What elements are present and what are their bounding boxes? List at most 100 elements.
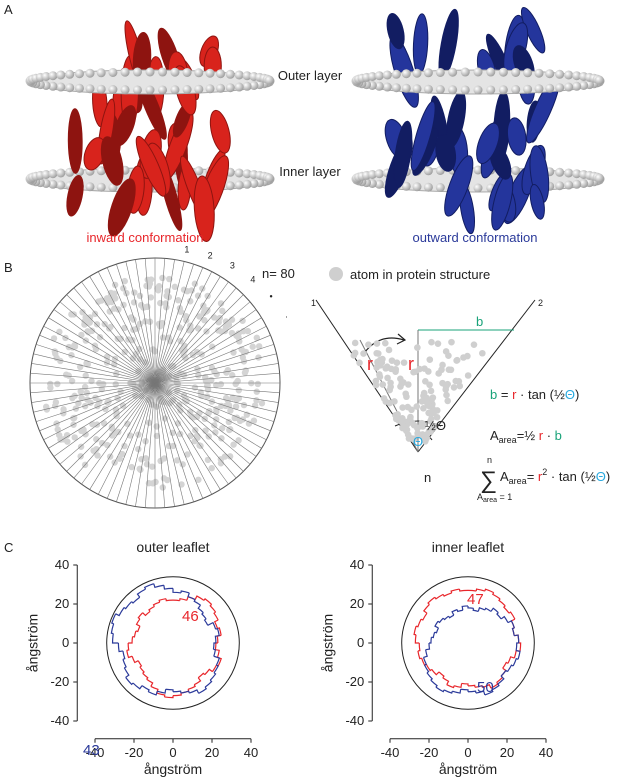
sector-step xyxy=(207,621,217,630)
sector-line xyxy=(144,382,156,508)
atom-dot xyxy=(96,398,103,405)
atom-dot xyxy=(81,402,89,410)
sector-line xyxy=(154,382,274,422)
sector-line xyxy=(154,294,244,384)
sector-line xyxy=(154,281,229,384)
atom-dot xyxy=(52,350,59,357)
atom-dot xyxy=(210,314,218,321)
lipid-bead xyxy=(205,68,215,78)
atom-dot xyxy=(169,429,176,437)
lipid-bead xyxy=(401,181,411,191)
lipid-bead xyxy=(145,67,155,77)
lipid-bead xyxy=(96,68,106,78)
lipid-bead xyxy=(56,168,66,178)
sector-step xyxy=(427,596,436,605)
lipid-bead xyxy=(473,183,483,193)
lipid-bead xyxy=(435,183,445,193)
helix xyxy=(529,184,545,220)
atom-dot xyxy=(239,317,246,324)
lipid-bead xyxy=(460,85,470,95)
sector-line xyxy=(154,287,237,384)
sector-step xyxy=(420,612,428,621)
sector-step xyxy=(204,668,213,676)
atom-dot xyxy=(163,304,170,311)
sector-step xyxy=(434,593,444,600)
atom-dot xyxy=(88,377,95,385)
atom-dot xyxy=(255,354,262,361)
sector-line xyxy=(154,382,280,394)
atom-dot xyxy=(71,342,78,350)
atom-dot xyxy=(235,437,242,444)
sector-line xyxy=(81,382,156,485)
sector-step xyxy=(135,625,141,633)
atom-dot xyxy=(84,328,91,335)
sector-step xyxy=(147,691,158,696)
sector-line xyxy=(154,382,166,508)
eq-part: A xyxy=(477,492,483,502)
sector-line xyxy=(125,261,156,384)
sector-step xyxy=(148,605,155,612)
atom-dot xyxy=(190,414,197,421)
wedge-diagram xyxy=(315,299,536,453)
atom-dot xyxy=(224,366,232,374)
sector-step xyxy=(434,620,439,629)
sector-step xyxy=(431,669,440,676)
atom-dot xyxy=(126,432,134,439)
wedge-edge-label: 2 xyxy=(538,298,543,308)
sector-line xyxy=(39,334,156,384)
sector-step xyxy=(197,672,206,679)
atom-dot xyxy=(93,436,100,443)
atom-dot xyxy=(425,368,432,375)
sector-step xyxy=(514,634,520,644)
sector-step xyxy=(143,583,154,590)
eq-part: = 1 xyxy=(497,492,512,502)
eq-part: r xyxy=(538,469,543,484)
atom-dot xyxy=(376,371,383,378)
y-tick-label: 20 xyxy=(350,596,364,611)
y-tick-label: 20 xyxy=(55,596,69,611)
layer-label: Outer layer xyxy=(278,68,343,83)
sector-step xyxy=(123,667,130,678)
lipid-bead xyxy=(41,170,51,179)
atom-dot xyxy=(215,327,222,334)
lipid-bead xyxy=(401,69,411,79)
atom-dot xyxy=(258,400,266,407)
atom-dot xyxy=(175,401,183,409)
lipid-bead xyxy=(511,85,521,95)
eq-part: ) xyxy=(606,469,610,484)
sector-step xyxy=(126,650,133,659)
wedge-label: n xyxy=(424,470,431,485)
atom-dot xyxy=(427,428,434,436)
sector-line xyxy=(154,382,194,502)
atom-dot xyxy=(121,277,128,285)
atom-dot xyxy=(195,372,202,379)
sector-step xyxy=(516,650,521,660)
atom-dot xyxy=(217,460,225,467)
lipid-bead xyxy=(225,83,235,93)
sector-step xyxy=(442,592,452,597)
atom-dot xyxy=(83,389,91,397)
eq-part: area xyxy=(499,435,517,445)
lipid-bead xyxy=(579,81,589,90)
atom-dot xyxy=(425,402,433,410)
lipid-bead xyxy=(374,179,384,189)
atom-dot xyxy=(170,362,177,370)
eq-part: area xyxy=(509,476,527,486)
atom-dot xyxy=(208,464,215,472)
sector-step xyxy=(453,683,463,688)
x-tick-label: 0 xyxy=(464,745,471,760)
sector-step xyxy=(141,685,150,692)
sector-step xyxy=(122,659,127,669)
atom-dot xyxy=(116,455,123,462)
sector-line xyxy=(154,382,279,403)
y-tick-label: 40 xyxy=(350,557,364,572)
eq-part: area xyxy=(483,497,497,504)
lipid-bead xyxy=(374,81,384,91)
atom-dot xyxy=(225,321,233,328)
helix xyxy=(506,117,527,156)
lipid-bead xyxy=(555,83,565,93)
x-axis-label: ångström xyxy=(439,761,497,777)
sector-line xyxy=(154,382,277,413)
atom-dot xyxy=(386,386,393,394)
sector-step xyxy=(122,650,126,660)
